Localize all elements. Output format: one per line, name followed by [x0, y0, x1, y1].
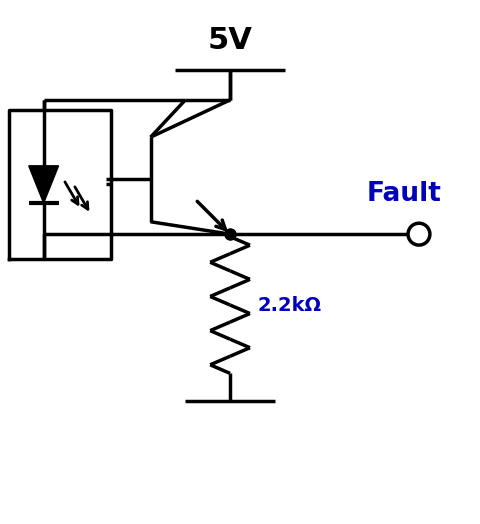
Circle shape	[407, 223, 429, 245]
Text: 2.2kΩ: 2.2kΩ	[257, 296, 321, 314]
Text: 5V: 5V	[207, 26, 252, 55]
Polygon shape	[29, 166, 59, 203]
Text: Fault: Fault	[366, 181, 441, 207]
